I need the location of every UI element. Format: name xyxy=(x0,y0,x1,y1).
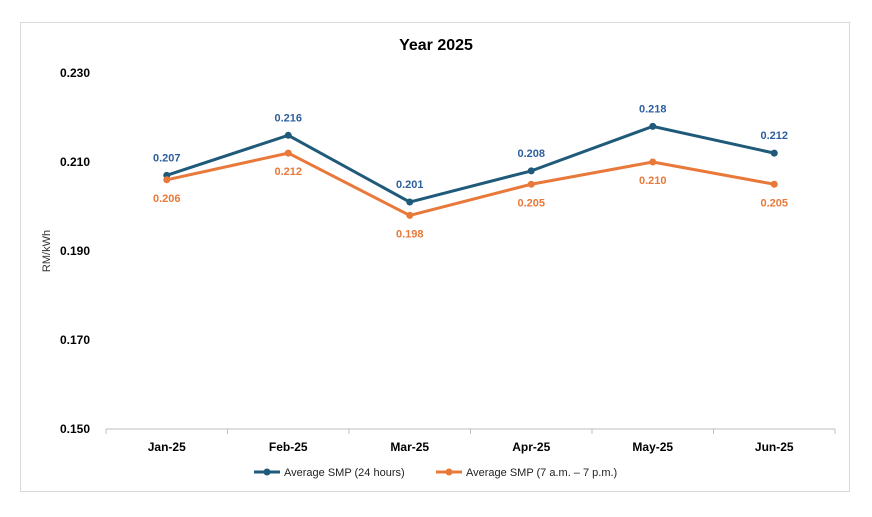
data-label: 0.205 xyxy=(517,197,545,209)
data-label: 0.207 xyxy=(153,152,181,164)
legend-swatch-marker xyxy=(263,468,271,476)
legend-label: Average SMP (7 a.m. – 7 p.m.) xyxy=(466,467,617,479)
data-point xyxy=(163,176,171,184)
data-label: 0.210 xyxy=(639,175,667,187)
data-point xyxy=(527,180,535,188)
data-label: 0.205 xyxy=(760,197,788,209)
y-axis-label: RM/kWh xyxy=(41,230,53,272)
legend-item: Average SMP (24 hours) xyxy=(254,467,405,479)
data-label: 0.212 xyxy=(760,130,788,142)
x-axis: Jan-25 Feb-25 Mar-25 Apr-25 May-25 Jun-25 xyxy=(105,428,836,454)
y-tick-label: 0.210 xyxy=(60,155,90,169)
x-tick-label: Jun-25 xyxy=(755,440,794,454)
series-1: 0.207 0.216 0.201 0.208 0.218 0.212 xyxy=(153,103,788,206)
data-point xyxy=(527,167,535,175)
legend-swatch-marker xyxy=(445,468,453,476)
data-point xyxy=(406,211,414,219)
x-tick-label: Jan-25 xyxy=(148,440,186,454)
x-tick-label: Apr-25 xyxy=(512,440,550,454)
legend-item: Average SMP (7 a.m. – 7 p.m.) xyxy=(436,467,617,479)
series-line xyxy=(166,124,775,204)
x-tick-label: Mar-25 xyxy=(390,440,429,454)
data-point xyxy=(649,158,657,166)
series-2: 0.206 0.212 0.198 0.205 0.210 0.205 xyxy=(153,149,788,240)
data-point xyxy=(770,180,778,188)
data-point xyxy=(649,122,657,130)
y-tick-label: 0.150 xyxy=(60,422,90,436)
chart-title: Year 2025 xyxy=(399,37,473,54)
data-point xyxy=(284,149,292,157)
series-line xyxy=(166,151,775,217)
data-label: 0.212 xyxy=(274,166,302,178)
x-tick-label: May-25 xyxy=(632,440,673,454)
data-point xyxy=(284,131,292,139)
x-tick-label: Feb-25 xyxy=(269,440,308,454)
legend-label: Average SMP (24 hours) xyxy=(284,467,405,479)
chart-frame xyxy=(20,22,850,492)
y-tick-label: 0.170 xyxy=(60,333,90,347)
series-layer: 0.207 0.216 0.201 0.208 0.218 0.212 0.206 0.212… xyxy=(153,103,788,240)
data-label: 0.208 xyxy=(517,148,545,160)
data-label: 0.216 xyxy=(274,112,302,124)
y-tick-label: 0.190 xyxy=(60,244,90,258)
data-point xyxy=(406,198,414,206)
data-label: 0.198 xyxy=(396,228,424,240)
y-tick-label: 0.230 xyxy=(60,66,90,80)
legend: Average SMP (24 hours) Average SMP (7 a.m… xyxy=(254,467,617,479)
data-label: 0.201 xyxy=(396,179,424,191)
data-label: 0.218 xyxy=(639,103,667,115)
y-axis-ticks: 0.150 0.170 0.190 0.210 0.230 xyxy=(60,66,90,436)
data-point xyxy=(770,149,778,157)
data-label: 0.206 xyxy=(153,193,181,205)
